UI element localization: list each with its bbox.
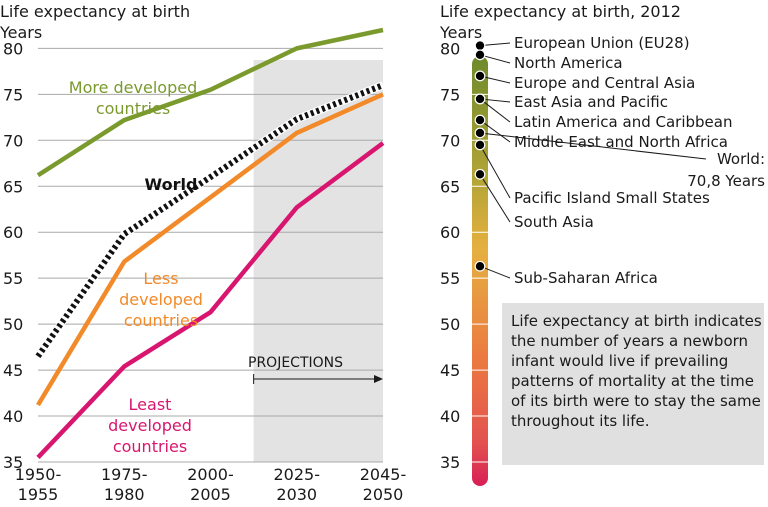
region-label: South Asia xyxy=(514,213,594,231)
projection-label: PROJECTIONS xyxy=(248,355,343,371)
region-label: 70,8 Years xyxy=(687,172,765,190)
region-point xyxy=(474,49,486,61)
x-tick-label: 2025-2030 xyxy=(274,465,321,504)
y-tick-label: 50 xyxy=(440,315,460,334)
series-label: Less developed countries xyxy=(119,269,203,330)
y-tick-label: 40 xyxy=(3,407,23,426)
region-point xyxy=(474,168,486,180)
region-label: Pacific Island Small States xyxy=(514,189,710,207)
leader-line xyxy=(479,98,511,123)
y-tick-label: 45 xyxy=(440,361,460,380)
y-tick-label: 40 xyxy=(440,407,460,426)
y-tick-label: 65 xyxy=(3,177,23,196)
y-tick-label: 55 xyxy=(440,269,460,288)
y-tick-label: 80 xyxy=(3,39,23,58)
projection-arrow-head xyxy=(374,375,383,383)
right-chart-title: Life expectancy at birth, 2012 xyxy=(440,2,681,21)
region-point xyxy=(474,127,486,139)
y-tick-label: 35 xyxy=(3,453,23,472)
right-chart-ylabel: Years xyxy=(440,23,483,42)
y-tick-label: 45 xyxy=(3,361,23,380)
region-point xyxy=(474,93,486,105)
region-point xyxy=(474,139,486,151)
y-tick-label: 65 xyxy=(440,177,460,196)
region-label: Sub-Saharan Africa xyxy=(514,269,658,287)
leader-line xyxy=(479,174,511,223)
region-label: Middle East and North Africa xyxy=(514,133,728,151)
left-chart-ylabel: Years xyxy=(0,23,43,42)
region-label: World: xyxy=(717,150,765,168)
series-label: World xyxy=(145,175,198,194)
x-tick-label: 2045-2050 xyxy=(360,465,407,504)
region-label: European Union (EU28) xyxy=(514,34,690,52)
region-label: Europe and Central Asia xyxy=(514,74,695,92)
series-line xyxy=(36,92,384,407)
y-tick-label: 75 xyxy=(440,85,460,104)
projection-area xyxy=(253,60,383,462)
region-point xyxy=(474,40,486,52)
y-tick-label: 50 xyxy=(3,315,23,334)
region-label: East Asia and Pacific xyxy=(514,93,668,111)
series-line xyxy=(36,141,385,459)
y-tick-label: 55 xyxy=(3,269,23,288)
series-line xyxy=(36,27,384,178)
x-tick-label: 1950-1955 xyxy=(15,465,62,504)
leader-line xyxy=(479,119,511,143)
y-tick-label: 60 xyxy=(440,223,460,242)
y-tick-label: 60 xyxy=(3,223,23,242)
series-label: Least developed countries xyxy=(108,395,192,456)
series-label: More developed countries xyxy=(69,78,197,118)
definition-note: Life expectancy at birth indicates the n… xyxy=(502,303,764,465)
region-label: North America xyxy=(514,54,623,72)
x-tick-label: 1975-1980 xyxy=(101,465,148,504)
y-tick-label: 35 xyxy=(440,453,460,472)
y-tick-label: 70 xyxy=(440,131,460,150)
y-tick-label: 70 xyxy=(3,131,23,150)
y-tick-label: 75 xyxy=(3,85,23,104)
region-point xyxy=(474,260,486,272)
region-point xyxy=(474,70,486,82)
y-tick-label: 80 xyxy=(440,39,460,58)
leader-line xyxy=(479,132,707,160)
region-point xyxy=(474,114,486,126)
region-label: Latin America and Caribbean xyxy=(514,113,732,131)
series-line-world xyxy=(35,82,385,359)
x-tick-label: 2000-2005 xyxy=(187,465,234,504)
left-chart-title: Life expectancy at birth xyxy=(0,2,191,21)
leader-line xyxy=(479,144,511,199)
